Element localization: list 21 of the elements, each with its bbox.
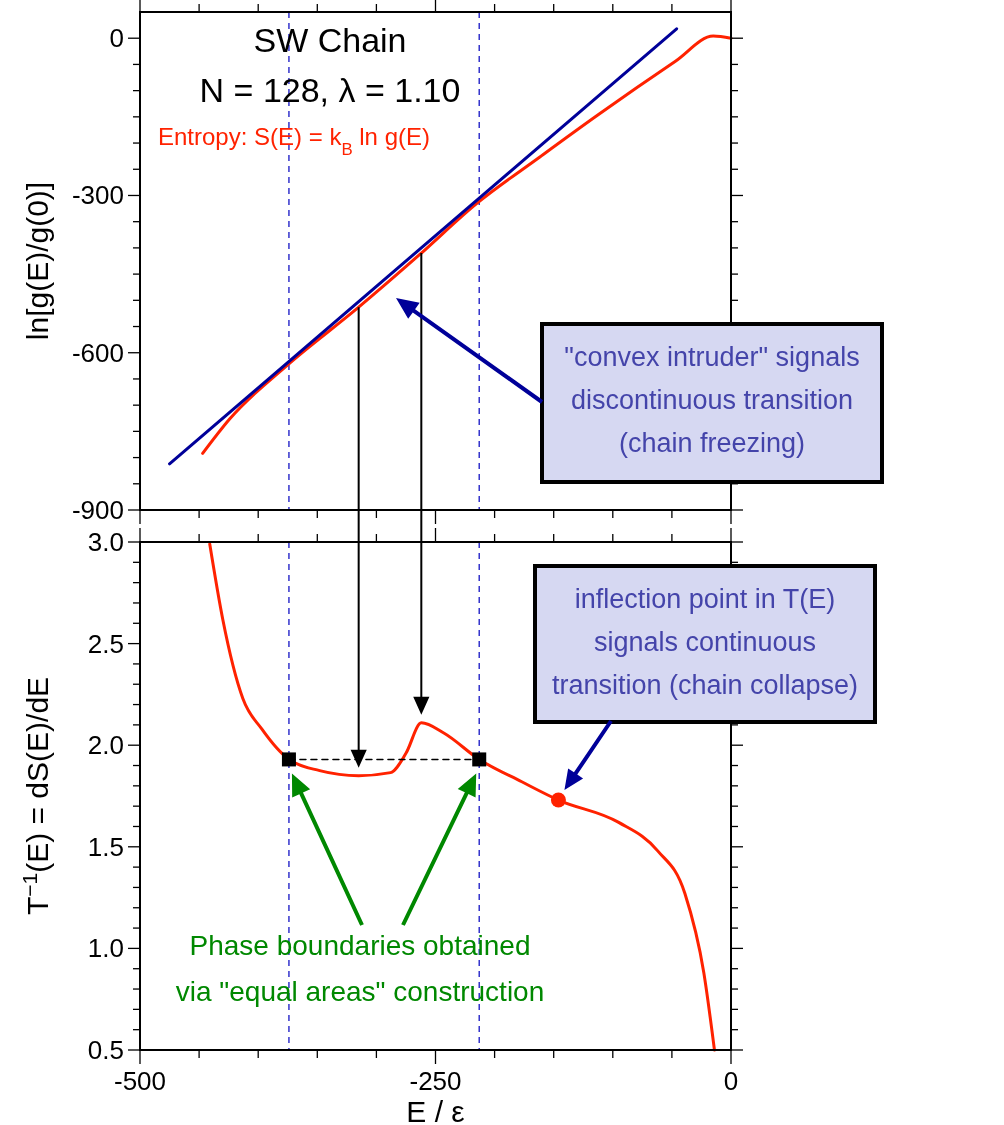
text: N = 128, λ = 1.10 xyxy=(199,71,461,109)
chart-title: SW Chain xyxy=(253,21,407,59)
x-tick-label: -250 xyxy=(409,1066,462,1096)
x-tick-label: 0 xyxy=(723,1066,739,1096)
y-tick-label: 2.5 xyxy=(87,628,124,659)
y-tick-label: 0.5 xyxy=(87,1035,124,1065)
y-tick-label: 1.5 xyxy=(87,831,124,862)
x-tick-label: -500 xyxy=(113,1066,167,1096)
y-tick-label: -600 xyxy=(71,337,124,368)
y-tick-label: 1.0 xyxy=(87,933,124,964)
y-tick-label: 2.0 xyxy=(87,730,124,761)
y-tick-label: 3.0 xyxy=(87,527,124,557)
y-axis-title: ln[g(E)/g(0)] xyxy=(21,181,54,341)
y-tick-label: -900 xyxy=(71,495,124,525)
annotation: Entropy: S(E) = k$_{B}$ ln g(E) xyxy=(158,123,430,159)
annotation: "convex intruder" signals discontinuous transition (chain freezing) xyxy=(564,342,860,458)
annotation: inflection point in T(E) signals continuous transition (chain collapse) xyxy=(551,584,859,700)
x-axis-title: E / ε xyxy=(406,1095,465,1125)
y-tick-label: -300 xyxy=(71,180,124,211)
annotation: Phase boundaries obtained via "equal areas" construction xyxy=(175,930,545,1007)
y-tick-label: 0 xyxy=(109,23,124,54)
